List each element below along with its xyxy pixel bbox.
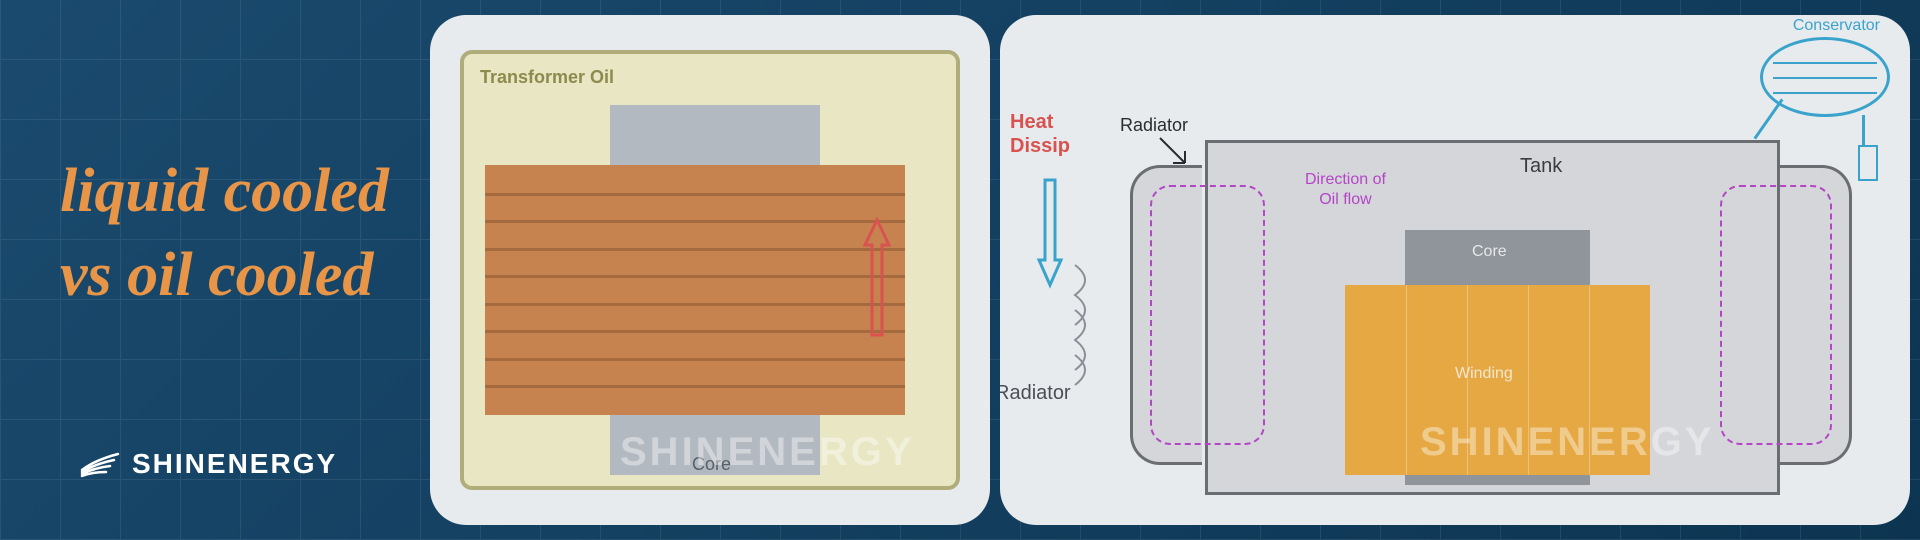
wing-icon: [80, 450, 120, 478]
watermark: SHINENERGY: [620, 430, 915, 475]
brand-logo: SHINENERGY: [80, 448, 337, 480]
down-arrow-icon: [1035, 175, 1065, 295]
up-arrow-icon: [860, 210, 894, 340]
conservator-pipe: [1754, 98, 1784, 139]
oil-flow-direction-label: Direction ofOil flow: [1305, 170, 1386, 210]
heat-dissipation-label: HeatDissip: [1010, 110, 1070, 158]
watermark-right: SHINENERGY: [1420, 420, 1715, 465]
heat-waves-icon: [1070, 255, 1120, 395]
radiator-outer-label: Radiator: [1000, 382, 1071, 405]
title-line-1: liquid cooled: [60, 150, 389, 234]
core-label-right: Core: [1472, 243, 1507, 261]
diagram-oil-cooled: HeatDissip Radiator Radiator Tank Direct…: [1000, 15, 1910, 525]
winding-block: [485, 165, 905, 415]
oil-label: Transformer Oil: [480, 67, 614, 88]
main-title: liquid cooled vs oil cooled: [60, 150, 389, 317]
winding-label-right: Winding: [1455, 365, 1513, 383]
breather-pipe: [1862, 115, 1865, 147]
breather: [1858, 145, 1878, 181]
diagram-liquid-cooled: Transformer Oil Core SHINENERGY: [430, 15, 990, 525]
brand-text: SHINENERGY: [132, 448, 337, 480]
title-line-2: vs oil cooled: [60, 234, 389, 318]
conservator-label: Conservator: [1793, 17, 1880, 35]
oil-flow-loop-right: [1720, 185, 1832, 445]
oil-flow-loop-left: [1150, 185, 1265, 445]
tank-label: Tank: [1520, 155, 1562, 178]
